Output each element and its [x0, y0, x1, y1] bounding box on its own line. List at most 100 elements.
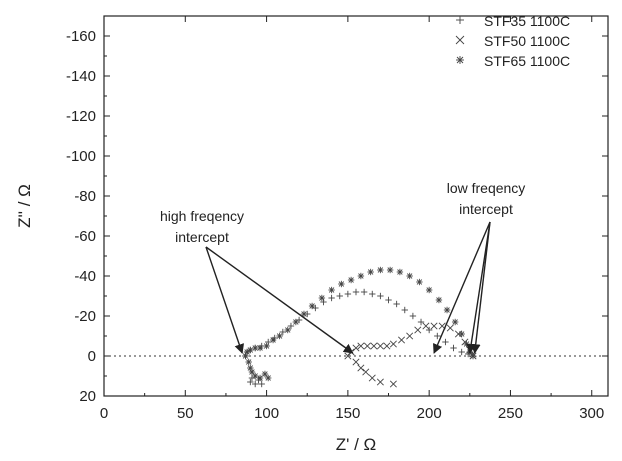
data-point	[362, 368, 370, 376]
data-point	[308, 302, 316, 310]
data-point	[430, 322, 438, 330]
data-point	[295, 316, 303, 324]
data-point	[258, 380, 265, 388]
data-point	[369, 290, 376, 298]
annotation-text-line: high freqency	[160, 208, 244, 224]
data-point	[357, 272, 365, 280]
data-point	[269, 336, 277, 344]
data-point	[458, 348, 465, 356]
data-point	[370, 342, 378, 350]
data-point	[336, 292, 343, 300]
x-tick-label: 200	[417, 405, 442, 422]
data-point	[261, 370, 269, 378]
data-point	[265, 374, 272, 382]
data-point	[442, 338, 449, 346]
legend: STF35 1100C STF50 1100C STF65 1100C	[455, 13, 570, 69]
y-tick-label: -140	[66, 68, 96, 85]
data-point	[409, 312, 417, 320]
data-point	[357, 364, 365, 372]
data-point	[276, 332, 283, 340]
x-axis-title: Z' / Ω	[336, 435, 377, 454]
series-2	[344, 322, 477, 388]
data-point	[385, 296, 392, 304]
data-point	[247, 378, 254, 386]
annotations-group: high freqency intercept low freqency interc…	[160, 180, 526, 354]
data-point	[458, 330, 465, 338]
data-point	[252, 380, 259, 388]
data-point	[352, 344, 360, 352]
data-point	[377, 292, 384, 300]
x-tick-label: 250	[498, 405, 523, 422]
y-axis-title: Z'' / Ω	[15, 184, 34, 228]
y-tick-label: -120	[66, 108, 96, 125]
data-point	[287, 322, 295, 330]
x-tick-label: 50	[177, 405, 194, 422]
data-point	[292, 318, 300, 326]
data-point	[360, 288, 368, 296]
data-point	[344, 352, 352, 360]
data-point	[347, 276, 355, 284]
data-point	[406, 272, 413, 280]
data-point	[367, 268, 374, 276]
legend-label: STF65 1100C	[484, 53, 570, 69]
data-point	[344, 290, 352, 298]
data-point	[376, 342, 384, 350]
data-point	[463, 340, 470, 348]
annotation-arrow	[205, 246, 354, 354]
data-point	[284, 326, 291, 334]
legend-label: STF50 1100C	[484, 33, 570, 49]
data-point	[389, 380, 397, 388]
y-tick-label: 20	[79, 388, 96, 405]
data-point	[386, 266, 394, 274]
data-point	[252, 372, 259, 380]
data-point	[376, 378, 384, 386]
data-point	[245, 358, 252, 366]
legend-item: STF65 1100C	[456, 53, 570, 69]
legend-marker	[455, 35, 465, 45]
data-point	[451, 318, 459, 326]
legend-item: STF35 1100C	[456, 13, 570, 29]
data-point	[398, 336, 406, 344]
series-group	[242, 266, 477, 388]
data-point	[425, 286, 433, 294]
data-point	[443, 306, 451, 314]
data-point	[396, 268, 404, 276]
data-point	[279, 328, 287, 336]
data-point	[406, 332, 414, 340]
legend-marker	[456, 16, 464, 24]
data-point	[401, 306, 408, 314]
annotation-arrow	[205, 246, 244, 354]
annotation-text-line: intercept	[459, 201, 513, 217]
data-point	[416, 278, 423, 286]
data-point	[256, 344, 264, 352]
data-point	[338, 280, 345, 288]
plot-frame	[103, 15, 609, 397]
low-frequency-annotation: low freqency intercept	[432, 180, 526, 354]
legend-item: STF50 1100C	[455, 33, 570, 49]
legend-marker	[456, 56, 464, 64]
data-point	[446, 324, 454, 332]
y-tick-label: -40	[74, 268, 96, 285]
data-point	[422, 322, 430, 330]
data-point	[248, 374, 256, 382]
annotation-arrow	[432, 221, 491, 354]
data-point	[247, 346, 254, 354]
data-point	[417, 318, 425, 326]
data-point	[450, 344, 457, 352]
data-point	[393, 300, 400, 308]
legend-label: STF35 1100C	[484, 13, 570, 29]
data-point	[383, 342, 391, 350]
data-point	[300, 310, 308, 318]
y-tick-label: -80	[74, 188, 96, 205]
data-point	[328, 286, 335, 294]
data-point	[352, 288, 360, 296]
x-tick-label: 150	[335, 405, 360, 422]
data-point	[377, 266, 384, 274]
data-point	[263, 342, 270, 350]
high-frequency-annotation: high freqency intercept	[160, 208, 354, 354]
data-point	[414, 326, 422, 334]
data-point	[425, 326, 433, 334]
annotation-text-line: low freqency	[447, 180, 526, 196]
data-point	[248, 368, 256, 376]
